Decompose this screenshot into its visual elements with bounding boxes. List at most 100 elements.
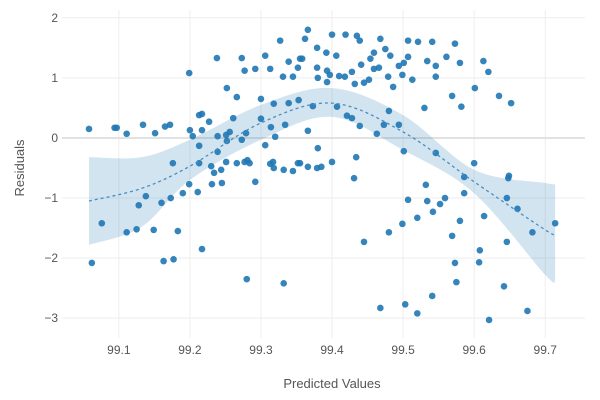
data-point (524, 307, 531, 315)
data-point (214, 132, 221, 140)
data-point (423, 57, 431, 65)
data-point (304, 163, 312, 171)
data-point (246, 159, 253, 167)
data-point (357, 61, 365, 68)
data-point (185, 69, 193, 77)
data-point (158, 199, 165, 207)
data-point (423, 197, 431, 205)
data-point (142, 192, 150, 200)
data-point (503, 238, 511, 246)
data-point (448, 92, 456, 100)
data-point (205, 118, 213, 126)
data-point (451, 40, 459, 47)
data-point (269, 158, 277, 166)
x-tick-label: 99.6 (462, 343, 486, 357)
data-point (458, 103, 465, 111)
data-point (453, 278, 460, 286)
data-point (233, 93, 241, 101)
x-tick-label: 99.3 (249, 343, 273, 357)
data-point (460, 173, 468, 181)
data-point (266, 65, 274, 73)
data-point (314, 74, 322, 82)
data-point (421, 104, 428, 112)
data-point (395, 121, 403, 129)
data-point (261, 141, 269, 149)
data-point (151, 129, 159, 137)
data-point (495, 92, 503, 100)
data-point (298, 55, 306, 62)
data-point (210, 169, 218, 177)
data-point (270, 100, 278, 108)
data-point (342, 31, 349, 38)
data-point (285, 99, 292, 107)
data-point (356, 37, 364, 44)
data-point (471, 84, 479, 92)
y-tick-label: 2 (51, 11, 58, 25)
data-point (135, 201, 143, 209)
x-axis-label: Predicted Values (283, 376, 381, 391)
data-point (326, 71, 334, 79)
data-point (428, 292, 436, 300)
confidence-band (89, 87, 556, 283)
data-point (194, 188, 202, 196)
data-point (179, 189, 187, 197)
data-point (294, 64, 302, 71)
data-point (432, 73, 440, 80)
y-axis-label: Residuals (12, 139, 27, 197)
data-point (166, 121, 174, 129)
data-point (160, 257, 167, 265)
data-point (304, 26, 312, 34)
data-point (432, 62, 440, 70)
data-point (377, 304, 384, 312)
data-point (251, 65, 259, 73)
data-point (257, 95, 265, 103)
data-point (276, 37, 284, 44)
data-point (207, 162, 215, 170)
data-point (313, 64, 321, 71)
y-tick-label: 1 (51, 71, 58, 85)
data-point (332, 52, 340, 59)
data-point (404, 53, 412, 61)
data-point (348, 68, 356, 76)
data-point (389, 83, 397, 91)
data-point (289, 73, 297, 80)
data-point (551, 219, 559, 227)
data-point (217, 166, 225, 174)
data-point (314, 144, 322, 152)
data-point (485, 316, 493, 324)
x-tick-label: 99.1 (107, 343, 131, 357)
data-point (328, 31, 336, 38)
data-point (98, 219, 106, 227)
data-point (208, 180, 216, 188)
data-point (385, 107, 393, 115)
data-point (370, 65, 378, 73)
data-point (400, 59, 408, 67)
scatter-points (85, 26, 559, 324)
data-point (460, 189, 468, 197)
data-point (238, 136, 246, 144)
data-point (198, 126, 206, 134)
data-point (414, 38, 422, 46)
data-point (386, 52, 394, 59)
data-point (280, 280, 288, 287)
data-point (384, 73, 392, 80)
data-point (271, 133, 279, 141)
data-point (198, 245, 206, 253)
data-point (123, 130, 130, 138)
y-tick-label: −2 (44, 251, 58, 265)
data-point (428, 38, 436, 46)
data-point (88, 259, 96, 267)
data-point (267, 123, 275, 131)
data-point (348, 114, 356, 122)
data-point (422, 181, 430, 189)
data-point (169, 159, 177, 167)
data-point (133, 225, 140, 233)
data-point (367, 55, 374, 62)
x-tick-label: 99.2 (178, 343, 202, 357)
data-point (318, 163, 325, 171)
data-point (529, 228, 536, 236)
data-point (186, 126, 194, 134)
data-point (413, 310, 421, 317)
data-point (335, 72, 343, 80)
